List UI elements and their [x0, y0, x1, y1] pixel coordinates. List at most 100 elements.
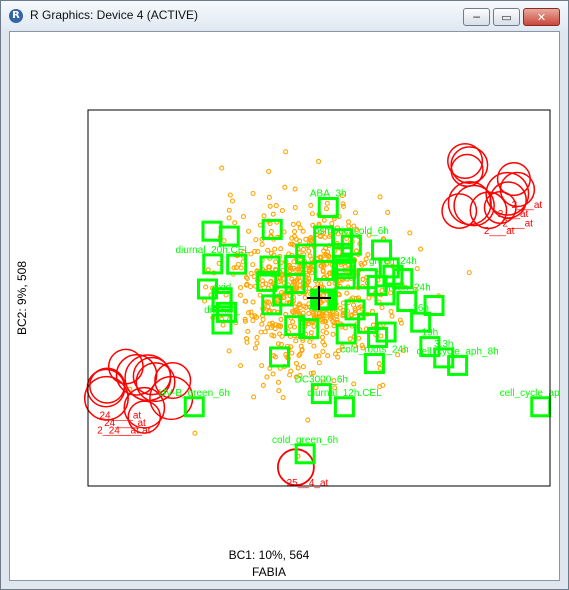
gene-point — [192, 430, 198, 436]
gene-point — [401, 347, 407, 354]
gene-point — [335, 354, 341, 360]
gene-label: 25__4_at — [287, 478, 329, 489]
gene-point — [316, 158, 322, 164]
gene-label: 2___at — [512, 200, 543, 211]
gene-point — [330, 331, 336, 337]
gene-point — [345, 219, 352, 225]
gene-point — [279, 208, 285, 214]
sample-label: green_24h — [369, 256, 417, 267]
gene-point — [276, 323, 282, 329]
gene-point — [298, 343, 304, 349]
sample-square — [367, 326, 389, 348]
gene-point — [325, 353, 331, 359]
gene-point — [360, 345, 366, 351]
gene-point — [287, 323, 293, 329]
gene-point — [281, 291, 287, 297]
sample-square — [410, 311, 432, 333]
sample-label: oxid — [213, 282, 231, 293]
gene-point — [376, 361, 382, 367]
gene-point — [266, 194, 272, 200]
minimize-button[interactable]: ─ — [463, 8, 490, 26]
sample-labels: ABA_3h osmotic_cold_6h diurnal_20h.CELgree… — [159, 188, 559, 445]
gene-point — [275, 341, 281, 347]
gene-point — [283, 149, 289, 155]
sample-square — [363, 353, 385, 375]
gene-point — [339, 344, 345, 350]
maximize-button[interactable]: ▭ — [493, 8, 520, 26]
gene-point — [324, 323, 330, 330]
gene-point — [238, 363, 244, 369]
gene-point — [269, 332, 275, 338]
sample-label: ABA_3h — [310, 188, 347, 199]
gene-point — [244, 336, 250, 342]
gene-point — [231, 265, 237, 271]
sample-square — [202, 253, 224, 275]
gene-point — [389, 313, 395, 319]
gene-point — [291, 265, 297, 271]
gene-point — [398, 320, 404, 326]
gene-point — [270, 371, 276, 377]
gene-point — [264, 374, 270, 380]
gene-point — [418, 246, 424, 252]
sample-square — [335, 323, 357, 345]
sample-square — [334, 268, 356, 290]
gene-point — [266, 168, 272, 174]
sample-square — [211, 313, 233, 335]
gene-point — [328, 313, 334, 319]
gene-point — [247, 284, 254, 290]
gene-point — [322, 342, 328, 348]
gene-point — [353, 248, 360, 254]
gene-point — [221, 238, 227, 244]
gene-point — [220, 322, 226, 328]
sample-square — [419, 336, 441, 358]
gene-point — [259, 241, 265, 247]
gene-point — [282, 184, 288, 190]
gene-point — [348, 312, 354, 318]
gene-point — [293, 360, 300, 366]
gene-point — [313, 353, 319, 359]
gene-point — [291, 324, 298, 330]
gene-point — [352, 210, 359, 216]
gene-circle — [485, 171, 530, 216]
gene-point — [332, 351, 339, 357]
gene-point — [254, 334, 260, 341]
sample-label: cold_green_6h — [272, 435, 338, 446]
sample-square — [378, 257, 400, 279]
sample-square — [272, 285, 294, 307]
gene-point — [324, 200, 330, 206]
gene-point — [379, 288, 385, 294]
gene-point — [226, 348, 232, 354]
gene-point — [293, 338, 299, 344]
sample-square — [216, 301, 238, 323]
gene-circle — [135, 362, 176, 403]
gene-point — [293, 307, 299, 313]
gene-point — [315, 281, 321, 287]
gene-point — [259, 278, 266, 284]
gene-point — [242, 318, 248, 324]
plot-box — [87, 109, 551, 487]
gene-label: 24____at — [99, 410, 141, 421]
sample-label: 19h — [422, 328, 439, 339]
gene-point — [267, 203, 273, 209]
gene-point — [270, 211, 276, 217]
sample-label: 16h — [412, 303, 429, 314]
gene-point — [265, 299, 272, 305]
gene-point — [334, 310, 340, 317]
gene-point — [237, 285, 244, 291]
gene-point — [288, 368, 294, 374]
gene-point — [306, 275, 312, 282]
gene-point — [377, 194, 383, 200]
minimize-icon: ─ — [473, 11, 480, 24]
gene-point — [202, 298, 208, 304]
gene-point — [272, 246, 278, 252]
gene-point — [242, 316, 248, 322]
title-bar[interactable]: R R Graphics: Device 4 (ACTIVE) ─ ▭ ✕ — [1, 1, 568, 31]
gene-point — [291, 229, 298, 235]
sample-label: cell_cycle_aph_8h — [416, 346, 498, 357]
gene-point — [243, 282, 250, 288]
gene-point — [297, 305, 303, 311]
sample-square — [183, 396, 205, 418]
sample-square — [261, 218, 283, 240]
window-title: R Graphics: Device 4 (ACTIVE) — [30, 8, 199, 22]
close-button[interactable]: ✕ — [523, 8, 560, 26]
